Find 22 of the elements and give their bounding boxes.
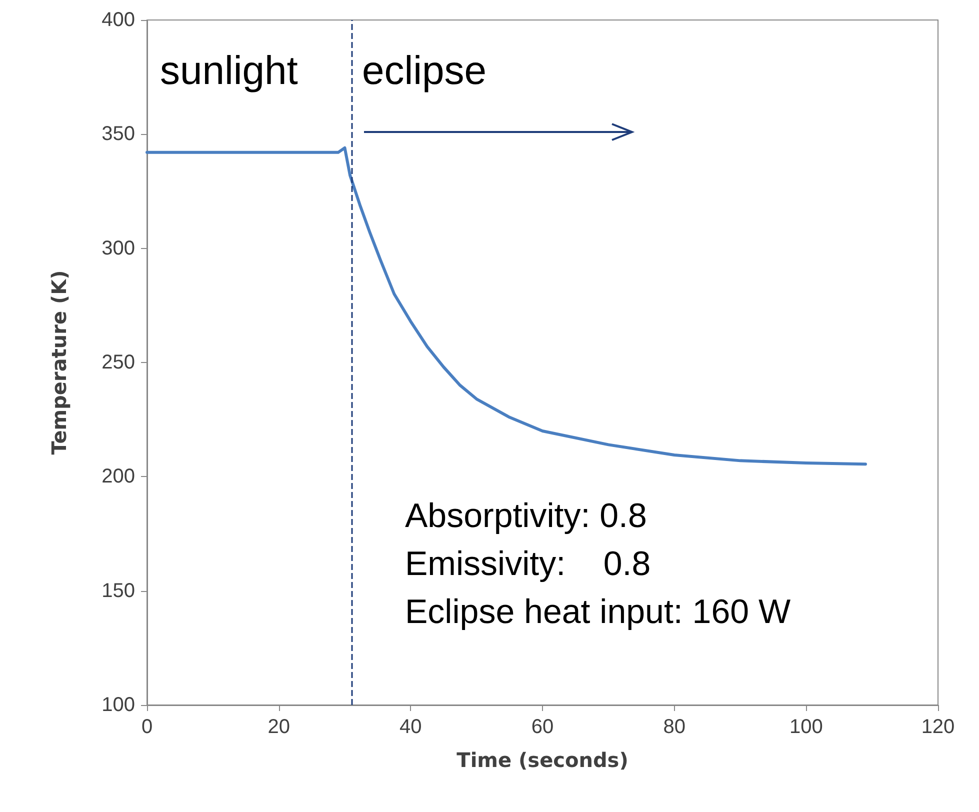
- x-tick-label: 60: [531, 716, 554, 738]
- line-series: [146, 146, 867, 466]
- x-tick-label: 20: [268, 716, 290, 738]
- y-tick-label: 100: [102, 694, 135, 716]
- y-tick-label: 300: [102, 237, 135, 260]
- y-tick-label: 400: [102, 9, 135, 31]
- x-tick-label: 80: [663, 716, 686, 738]
- x-tick-label: 0: [141, 716, 153, 738]
- y-tick-label: 350: [102, 123, 135, 146]
- x-tick-label: 40: [400, 716, 422, 738]
- x-tick-label: 100: [789, 716, 823, 738]
- y-axis-title: Temperature (K): [47, 270, 71, 455]
- y-tick-label: 150: [102, 580, 135, 602]
- annotation: Eclipse heat input: 160 W: [405, 593, 791, 631]
- annotation: sunlight: [160, 49, 298, 93]
- annotation: Absorptivity: 0.8: [405, 497, 647, 535]
- x-tick-label: 120: [921, 716, 955, 738]
- x-axis-title: Time (seconds): [456, 748, 628, 772]
- annotation: eclipse: [362, 49, 487, 93]
- annotation: Emissivity: 0.8: [405, 545, 651, 583]
- y-tick-label: 250: [102, 352, 135, 374]
- y-tick-label: 200: [102, 466, 135, 488]
